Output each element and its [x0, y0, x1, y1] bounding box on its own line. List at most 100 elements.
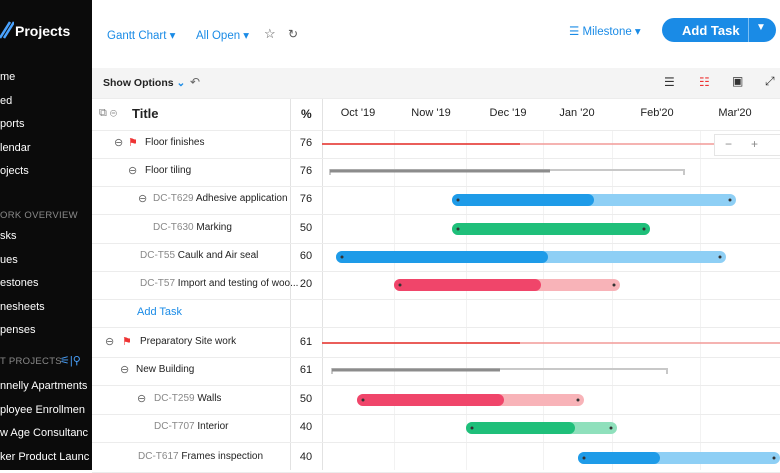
filter-icon: ⚟|⚲	[60, 355, 81, 367]
dropdown-arrow[interactable]: ▼	[756, 22, 766, 33]
task-name: Floor finishes	[145, 137, 205, 148]
zoom-control: − +	[714, 134, 780, 156]
month-label: Mar'20	[718, 107, 752, 119]
row-line	[92, 327, 780, 328]
column-divider	[290, 98, 291, 470]
task-percent: 76	[299, 193, 313, 205]
task-name: New Building	[136, 364, 195, 375]
task-name: Adhesive application	[195, 193, 288, 204]
task-id: DC-T630	[153, 222, 194, 233]
row-line	[92, 130, 780, 131]
task-title: Add Task	[137, 306, 182, 318]
collapse-icon: ⊖	[114, 137, 124, 149]
timeline-gridline	[543, 130, 544, 470]
tool-icon[interactable]: ⤢	[765, 74, 775, 88]
tool-icon[interactable]: ☰	[664, 75, 675, 89]
zoom-out[interactable]: −	[725, 137, 733, 151]
percent-header: %	[301, 107, 312, 121]
task-title: DC-T617 Frames inspection	[138, 451, 263, 462]
task-title: DC-T55 Caulk and Air seal	[140, 250, 258, 261]
bar-handle	[642, 227, 646, 231]
toolbar: Show Options ⌄ ↶ ☰ ☷ ▣ ⤢	[92, 68, 780, 98]
task-title: DC-T259 Walls	[154, 393, 221, 404]
bar-handle	[609, 426, 613, 430]
bar-handle	[470, 426, 474, 430]
collapse-icon: ⊖	[137, 393, 147, 405]
timeline-gridline	[700, 130, 701, 470]
filter-label: All Open	[196, 30, 241, 42]
milestone-icon: ⚑	[122, 336, 132, 348]
task-title: New Building	[136, 364, 194, 375]
task-id: DC-T617	[138, 451, 179, 462]
view-selector[interactable]: Gantt Chart ▾	[107, 30, 176, 42]
task-title: Floor finishes	[145, 137, 204, 148]
task-name[interactable]: Add Task	[137, 306, 183, 318]
tool-icon[interactable]: ▣	[732, 74, 744, 88]
nav-item: me	[0, 71, 16, 83]
header-icon: ⧉ ⊜	[99, 107, 118, 119]
divider	[748, 18, 749, 42]
column-divider	[322, 98, 323, 470]
task-bar-done	[452, 223, 650, 235]
task-percent: 50	[299, 222, 313, 234]
timeline-gridline	[466, 130, 467, 470]
bar-handle	[361, 398, 365, 402]
section-title: T PROJECTS	[0, 356, 62, 367]
row-line	[92, 243, 780, 244]
task-percent: 50	[299, 393, 313, 405]
project-item: nnelly Apartments	[0, 380, 88, 392]
refresh-icon[interactable]: ↻	[288, 27, 299, 41]
month-label: Jan '20	[559, 107, 595, 119]
task-name: Marking	[196, 222, 232, 233]
task-id: DC-T259	[154, 393, 195, 404]
bar-handle	[728, 198, 732, 202]
task-name: Floor tiling	[145, 165, 192, 176]
nav-item: lendar	[0, 141, 31, 154]
task-name: Caulk and Air seal	[177, 250, 259, 261]
add-task-button[interactable]: Add Task ▼	[662, 18, 776, 42]
collapse-icon: ⊖	[120, 364, 130, 376]
nav-item: ojects	[0, 165, 29, 177]
bar-handle	[456, 227, 460, 231]
star-icon[interactable]: ☆	[264, 26, 276, 41]
milestone-selector[interactable]: ☰ Milestone ▾	[569, 26, 641, 38]
row-line	[92, 98, 780, 99]
show-options[interactable]: Show Options ⌄	[103, 77, 186, 89]
tool-icon[interactable]: ☷	[699, 75, 710, 89]
nav-item: estones	[0, 277, 39, 289]
month-label: Feb'20	[640, 107, 674, 119]
task-bar-done	[452, 194, 594, 206]
task-percent: 20	[299, 278, 313, 290]
task-bar-done	[578, 452, 660, 464]
add-task-label: Add Task	[682, 23, 740, 38]
bar-handle	[582, 456, 586, 460]
show-options-label: Show Options	[103, 77, 174, 89]
task-percent: 61	[299, 336, 313, 348]
bar-handle	[612, 283, 616, 287]
collapse-icon: ⊖	[105, 336, 115, 348]
zoom-in[interactable]: +	[751, 137, 759, 151]
task-percent: 76	[299, 137, 313, 149]
view-label: Gantt Chart	[107, 30, 167, 42]
task-bar-done	[357, 394, 504, 406]
bar-handle	[398, 283, 402, 287]
title-header: Title	[132, 106, 159, 121]
task-title: Preparatory Site work	[140, 336, 236, 347]
bar-handle	[576, 398, 580, 402]
bar-handle	[456, 198, 460, 202]
task-name: Walls	[197, 393, 222, 404]
row-line	[92, 214, 780, 215]
task-id: DC-T55	[140, 250, 176, 261]
milestone-icon: ⚑	[128, 137, 138, 149]
nav-item: nesheets	[0, 300, 45, 313]
row-line	[92, 442, 780, 443]
project-item: ployee Enrollmen	[0, 403, 85, 416]
project-item: ker Product Launc	[0, 450, 90, 463]
row-line	[92, 271, 780, 272]
task-percent: 76	[299, 165, 313, 177]
undo-icon[interactable]: ↶	[190, 75, 201, 89]
task-name: Import and testing of woo...	[177, 278, 299, 289]
logo: Projects	[15, 23, 71, 39]
filter-selector[interactable]: All Open ▾	[196, 30, 250, 42]
